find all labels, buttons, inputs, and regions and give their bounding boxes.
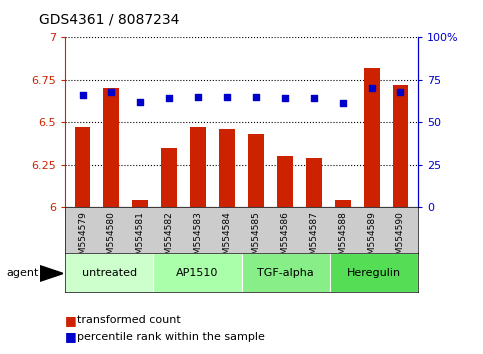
Point: [79, 92, 86, 98]
Text: GSM554580: GSM554580: [107, 211, 116, 266]
Bar: [154, 253, 242, 292]
Bar: [306, 158, 322, 207]
Text: GSM554584: GSM554584: [223, 211, 231, 266]
Text: GDS4361 / 8087234: GDS4361 / 8087234: [39, 12, 179, 27]
Point: [223, 94, 231, 99]
Point: [339, 101, 346, 106]
Text: percentile rank within the sample: percentile rank within the sample: [77, 332, 265, 342]
Point: [252, 94, 260, 99]
Text: GSM554586: GSM554586: [280, 211, 289, 266]
Text: AP1510: AP1510: [176, 268, 219, 278]
Point: [194, 94, 202, 99]
Bar: [132, 200, 148, 207]
Text: GSM554582: GSM554582: [165, 211, 174, 266]
Text: untreated: untreated: [82, 268, 137, 278]
Text: agent: agent: [6, 268, 39, 278]
Point: [281, 96, 289, 101]
Text: GSM554581: GSM554581: [136, 211, 145, 266]
Bar: [277, 156, 293, 207]
Bar: [364, 68, 380, 207]
Point: [108, 89, 115, 95]
Bar: [190, 127, 206, 207]
Text: TGF-alpha: TGF-alpha: [257, 268, 314, 278]
Bar: [74, 127, 90, 207]
Text: GSM554585: GSM554585: [252, 211, 260, 266]
Text: GSM554588: GSM554588: [338, 211, 347, 266]
Text: GSM554589: GSM554589: [367, 211, 376, 266]
Polygon shape: [40, 266, 63, 281]
Bar: [335, 200, 351, 207]
Bar: [242, 253, 330, 292]
Point: [310, 96, 318, 101]
Point: [368, 85, 375, 91]
Text: transformed count: transformed count: [77, 315, 181, 325]
Text: GSM554590: GSM554590: [396, 211, 405, 266]
Bar: [329, 253, 418, 292]
Point: [397, 89, 404, 95]
Bar: [103, 88, 119, 207]
Point: [165, 96, 173, 101]
Bar: [393, 85, 409, 207]
Text: ■: ■: [65, 331, 77, 343]
Bar: [161, 148, 177, 207]
Text: ■: ■: [65, 314, 77, 327]
Bar: [219, 129, 235, 207]
Bar: [65, 253, 154, 292]
Text: GSM554583: GSM554583: [194, 211, 203, 266]
Point: [137, 99, 144, 104]
Text: GSM554579: GSM554579: [78, 211, 87, 266]
Text: Heregulin: Heregulin: [347, 268, 401, 278]
Bar: [248, 134, 264, 207]
Text: GSM554587: GSM554587: [309, 211, 318, 266]
